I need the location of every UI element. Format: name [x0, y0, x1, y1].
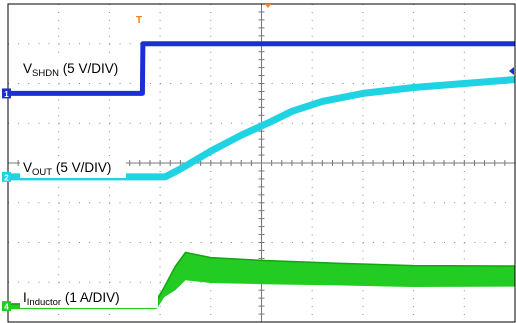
channel-markers: 1 2 4	[2, 88, 11, 312]
ch4-marker-number: 4	[4, 303, 9, 312]
traces	[8, 41, 516, 310]
ch1-label-base: V	[23, 61, 32, 76]
ch2-label-subscript: OUT	[32, 167, 52, 178]
ch2-label: VOUT (5 V/DIV)	[20, 156, 126, 178]
ch1-trace	[8, 41, 515, 96]
ch2-label-scale: (5 V/DIV)	[52, 160, 111, 175]
svg-text:VOUT (5 V/DIV): VOUT (5 V/DIV)	[23, 160, 111, 178]
ch1-label-background	[20, 57, 140, 79]
ch1-marker-number: 1	[4, 90, 9, 99]
ch4-marker	[2, 301, 11, 312]
ch2-label-base: V	[23, 160, 32, 175]
ch1-label-scale: (5 V/DIV)	[59, 61, 118, 76]
svg-text:VSHDN (5 V/DIV): VSHDN (5 V/DIV)	[23, 61, 118, 79]
ch4-trace	[8, 263, 515, 310]
ch1-label-subscript: SHDN	[32, 68, 59, 79]
ch4-label-background	[20, 286, 158, 308]
ch4-label-scale: (1 A/DIV)	[61, 290, 120, 305]
ch1-marker	[2, 88, 11, 99]
ch1-label: VSHDN (5 V/DIV)	[20, 57, 140, 79]
trigger-position-icon	[265, 4, 271, 8]
ch2-marker-number: 2	[4, 173, 9, 182]
plot-frame	[7, 3, 516, 323]
svg-text:IInductor (1 A/DIV): IInductor (1 A/DIV)	[23, 290, 120, 308]
ch4-label-base: I	[23, 290, 27, 305]
trigger-marker-label: T	[136, 15, 142, 26]
ch4-label-subscript: Inductor	[27, 297, 61, 308]
ch2-trace	[8, 76, 516, 181]
ch1-offset-arrow-icon	[509, 67, 514, 75]
ch4-trace-peak-edge	[8, 251, 516, 305]
ch2-marker	[2, 171, 11, 182]
ch4-trace-ripple-band	[8, 252, 515, 309]
ch2-label-background	[20, 156, 126, 178]
ch4-label: IInductor (1 A/DIV)	[20, 286, 158, 308]
